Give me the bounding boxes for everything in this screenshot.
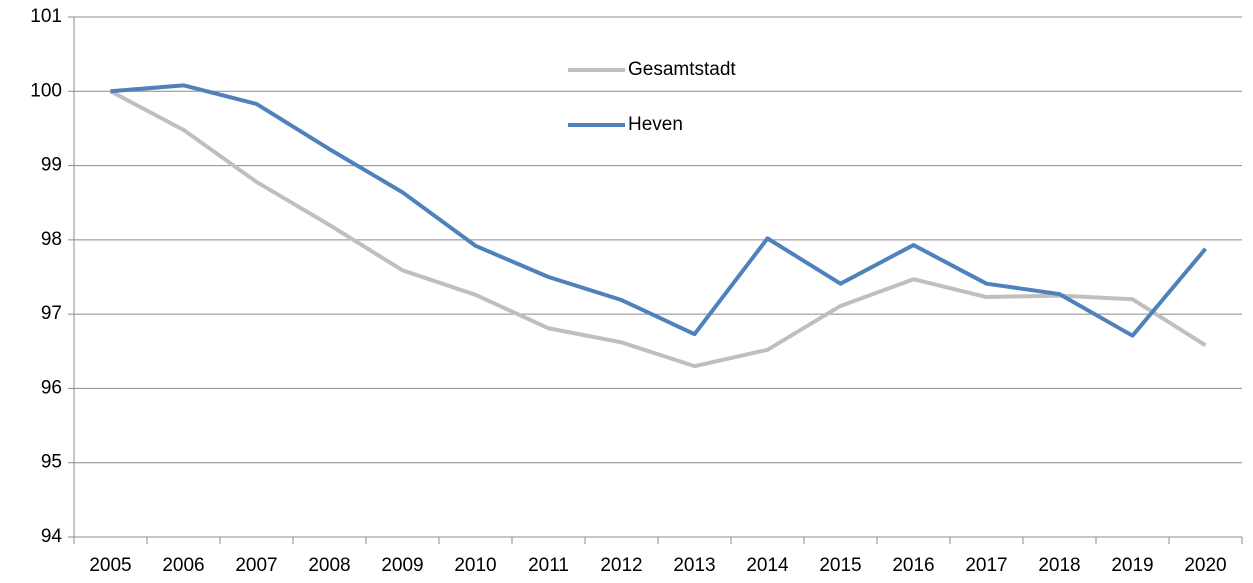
x-tick-label: 2010 xyxy=(454,555,496,576)
x-tick-label: 2009 xyxy=(381,555,423,576)
x-tick-label: 2016 xyxy=(892,555,934,576)
x-tick-label: 2014 xyxy=(746,555,789,576)
x-tick-label: 2007 xyxy=(235,555,277,576)
y-tick-label: 97 xyxy=(41,303,62,324)
legend-label: Gesamtstadt xyxy=(628,59,736,80)
y-tick-label: 94 xyxy=(41,526,63,547)
x-tick-label: 2011 xyxy=(528,555,569,576)
x-tick-label: 2020 xyxy=(1184,555,1226,576)
x-tick-label: 2008 xyxy=(308,555,350,576)
y-tick-label: 101 xyxy=(30,6,62,27)
y-tick-label: 96 xyxy=(41,377,62,398)
x-tick-label: 2005 xyxy=(89,555,131,576)
x-tick-label: 2006 xyxy=(162,555,204,576)
legend-label: Heven xyxy=(628,114,683,135)
x-tick-label: 2015 xyxy=(819,555,861,576)
x-tick-label: 2013 xyxy=(673,555,715,576)
y-tick-label: 98 xyxy=(41,229,62,250)
x-tick-label: 2012 xyxy=(600,555,642,576)
y-tick-label: 99 xyxy=(41,155,62,176)
series-line xyxy=(109,89,1207,369)
series-line xyxy=(110,83,1208,338)
y-tick-label: 100 xyxy=(30,80,62,101)
x-tick-label: 2018 xyxy=(1038,555,1080,576)
x-tick-label: 2019 xyxy=(1111,555,1153,576)
x-tick-label: 2017 xyxy=(965,555,1007,576)
y-tick-label: 95 xyxy=(41,452,62,473)
